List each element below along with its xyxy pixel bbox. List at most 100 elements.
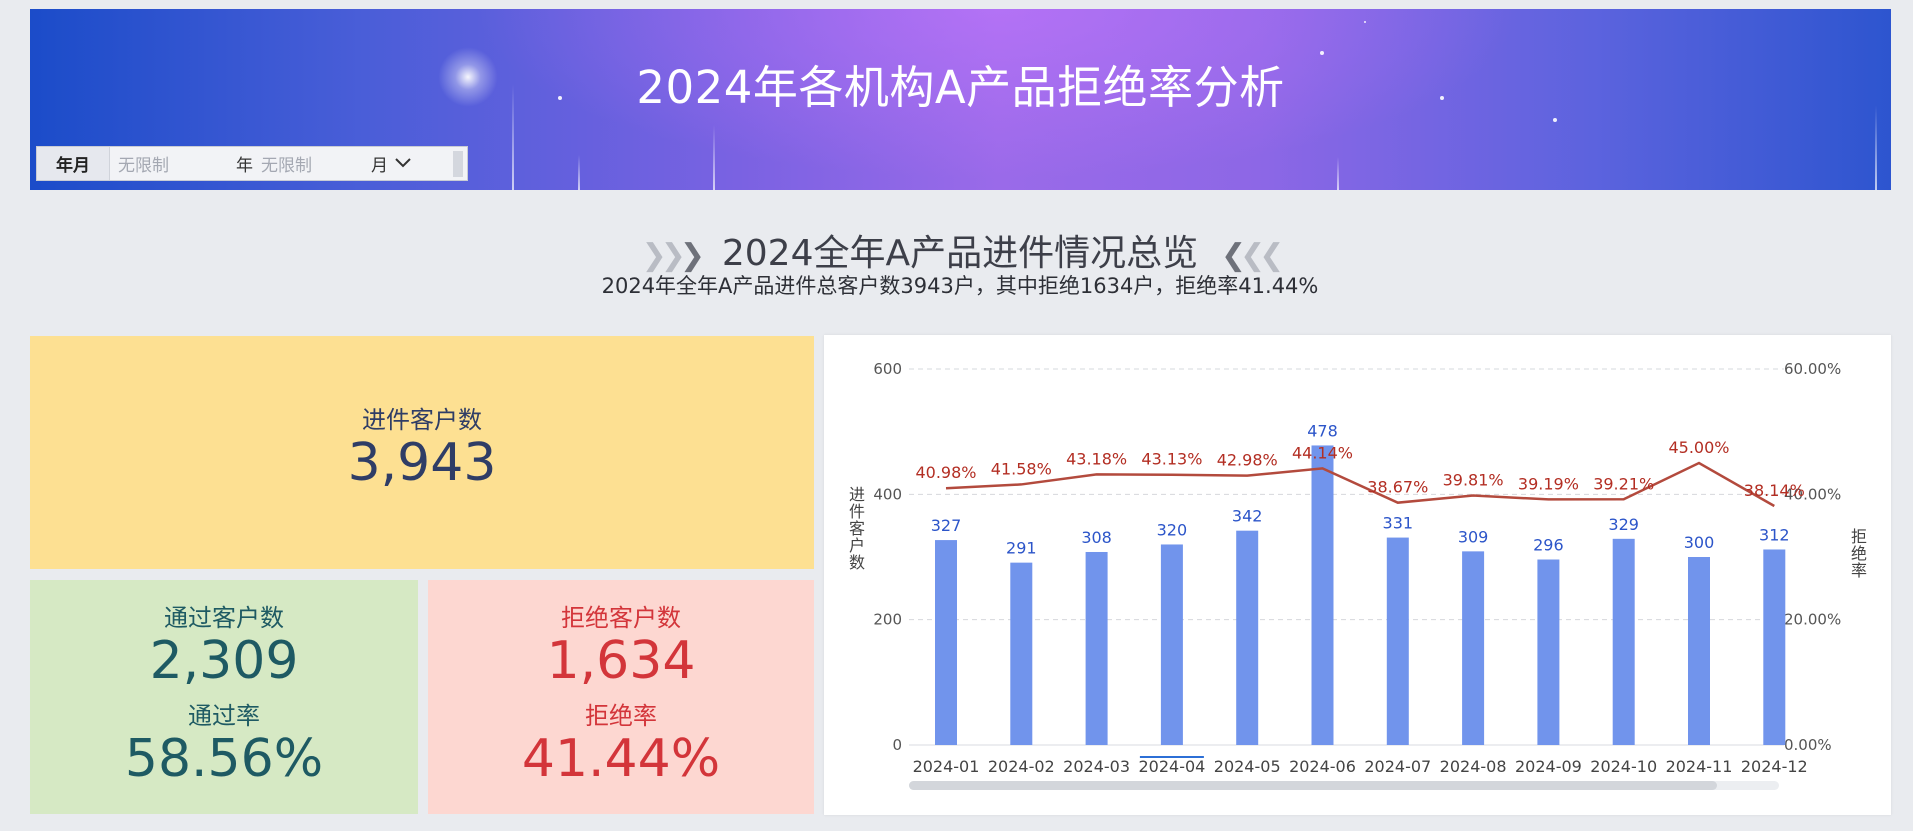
- passed-customers-card: 通过客户数 2,309 通过率 58.56%: [30, 580, 418, 814]
- overview-title: 2024全年A产品进件情况总览: [721, 233, 1199, 274]
- year-month-filter: 年月 无限制 年 无限制 月: [36, 146, 468, 181]
- bar: [935, 540, 957, 745]
- bar-value-label: 308: [1081, 528, 1112, 547]
- line-value-label: 39.19%: [1518, 474, 1579, 493]
- x-tick-label: 2024-11: [1666, 757, 1733, 776]
- line-value-label: 38.67%: [1367, 478, 1428, 497]
- bar: [1537, 559, 1560, 745]
- bar-value-label: 327: [931, 516, 962, 535]
- x-tick-label: 2024-12: [1741, 757, 1808, 776]
- line-value-label: 43.18%: [1066, 449, 1127, 468]
- decorative-star: [1320, 51, 1324, 55]
- monthly-combo-chart: 0 0.00% 200 20.00% 400 40.00% 600 60.00% 进件客户数 拒绝…: [849, 360, 1867, 790]
- bar-value-label: 331: [1383, 514, 1414, 533]
- x-tick-label: 2024-08: [1440, 757, 1507, 776]
- x-tick-label: 2024-10: [1590, 757, 1657, 776]
- month-input[interactable]: 无限制: [261, 156, 312, 176]
- y-right-axis-title: 拒绝率: [1851, 527, 1867, 580]
- line-value-label: 44.14%: [1292, 443, 1353, 462]
- bar: [1160, 544, 1183, 745]
- bar-value-label: 478: [1307, 421, 1338, 440]
- decorative-star: [558, 96, 562, 100]
- bar-value-label: 312: [1759, 525, 1790, 544]
- bar: [1010, 562, 1033, 745]
- bar: [1688, 557, 1710, 745]
- passed-customers-value: 2,309: [149, 631, 299, 691]
- decorative-beam: [512, 84, 514, 190]
- decorative-beam: [1337, 157, 1339, 190]
- bar-value-label: 329: [1608, 515, 1639, 534]
- filter-label: 年月: [37, 147, 110, 180]
- pass-rate-label: 通过率: [188, 702, 260, 731]
- line-value-label: 41.58%: [991, 459, 1052, 478]
- line-value-label: 43.13%: [1141, 450, 1202, 469]
- decorative-star: [1440, 96, 1444, 100]
- x-tick-label: 2024-04: [1138, 757, 1205, 776]
- y-left-axis-title: 进件客户数: [849, 485, 865, 572]
- chevron-right-decor-icon: ❯❯❯: [641, 238, 705, 273]
- x-tick-label: 2024-01: [913, 757, 980, 776]
- monthly-chart-panel: 0 0.00% 200 20.00% 400 40.00% 600 60.00% 进件客户数 拒绝…: [824, 335, 1891, 815]
- decorative-beam: [1875, 105, 1877, 190]
- decorative-beam: [713, 125, 715, 190]
- x-tick-label: 2024-02: [988, 757, 1055, 776]
- month-unit-label: 月: [371, 156, 388, 176]
- bar: [1386, 537, 1409, 745]
- rejected-customers-card: 拒绝客户数 1,634 拒绝率 41.44%: [428, 580, 814, 814]
- bar: [1462, 551, 1485, 745]
- x-tick-label: 2024-07: [1364, 757, 1431, 776]
- total-customers-card: 进件客户数 3,943: [30, 336, 814, 569]
- line-value-label: 45.00%: [1668, 438, 1729, 457]
- bar: [1311, 445, 1334, 745]
- decorative-beam: [578, 155, 580, 190]
- x-tick-label: 2024-09: [1515, 757, 1582, 776]
- x-tick-label: 2024-05: [1214, 757, 1281, 776]
- y-left-tick-label: 0: [892, 736, 902, 754]
- line-value-label: 42.98%: [1217, 451, 1278, 470]
- passed-customers-label: 通过客户数: [164, 604, 284, 632]
- line-value-label: 39.21%: [1593, 474, 1654, 493]
- page-title: 2024年各机构A产品拒绝率分析: [636, 61, 1285, 114]
- decorative-glow: [438, 47, 498, 107]
- y-left-tick-label: 600: [873, 360, 902, 378]
- reject-rate-label: 拒绝率: [585, 702, 657, 731]
- bar-value-label: 296: [1533, 536, 1564, 555]
- reject-rate-value: 41.44%: [521, 729, 721, 790]
- bar: [1763, 549, 1786, 745]
- chevron-down-icon[interactable]: [394, 154, 412, 174]
- y-right-tick-label: 40.00%: [1784, 485, 1841, 503]
- chevron-left-decor-icon: ❮❮❮: [1221, 238, 1284, 273]
- filter-scroll-handle[interactable]: [453, 150, 463, 177]
- year-unit-label: 年: [236, 156, 253, 176]
- x-tick-label: 2024-06: [1289, 757, 1356, 776]
- line-value-label: 38.14%: [1744, 481, 1805, 500]
- rejected-customers-value: 1,634: [546, 631, 696, 691]
- reject-rate-line: [945, 461, 1775, 508]
- line-value-label: 40.98%: [915, 463, 976, 482]
- chart-scrollbar-thumb[interactable]: [909, 781, 1717, 790]
- bar: [1085, 551, 1108, 745]
- y-right-tick-label: 20.00%: [1784, 611, 1841, 629]
- total-customers-value: 3,943: [347, 433, 497, 493]
- pass-rate-value: 58.56%: [124, 729, 324, 790]
- bar-value-label: 291: [1006, 539, 1037, 558]
- bar-value-label: 320: [1157, 520, 1188, 539]
- line-value-label: 39.81%: [1443, 471, 1504, 490]
- overview-heading: ❯❯❯ 2024全年A产品进件情况总览 ❮❮❮: [0, 224, 1913, 276]
- y-left-tick-label: 200: [873, 611, 902, 629]
- bar-value-label: 342: [1232, 507, 1263, 526]
- decorative-star: [1364, 21, 1366, 23]
- bar: [1612, 538, 1635, 745]
- year-input[interactable]: 无限制: [118, 156, 169, 176]
- total-customers-label: 进件客户数: [362, 406, 482, 434]
- rejected-customers-label: 拒绝客户数: [561, 604, 681, 632]
- decorative-star: [1553, 118, 1557, 122]
- x-tick-label: 2024-03: [1063, 757, 1130, 776]
- y-right-tick-label: 60.00%: [1784, 360, 1841, 378]
- header-banner: 2024年各机构A产品拒绝率分析 年月 无限制 年 无限制 月: [30, 9, 1891, 190]
- y-left-tick-label: 400: [873, 485, 902, 503]
- overview-subtitle: 2024年全年A产品进件总客户数3943户，其中拒绝1634户，拒绝率41.44…: [601, 274, 1319, 298]
- bar-value-label: 300: [1684, 533, 1715, 552]
- bar-value-label: 309: [1458, 527, 1489, 546]
- y-right-tick-label: 0.00%: [1784, 736, 1832, 754]
